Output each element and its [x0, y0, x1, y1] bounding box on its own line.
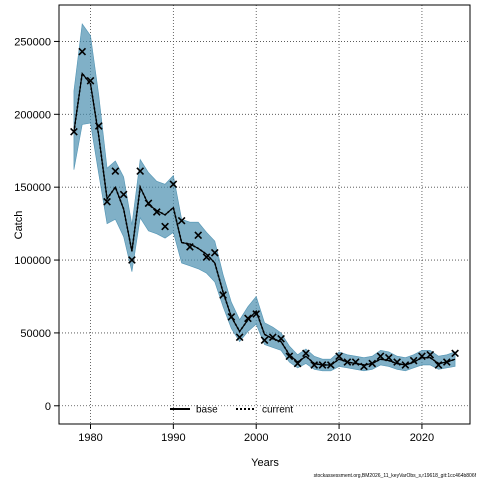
observed-point-1994	[202, 253, 211, 261]
observed-point-2023	[442, 358, 451, 366]
observed-point-2021	[426, 350, 435, 359]
observed-point-1980	[86, 76, 95, 85]
observed-point-2018	[401, 361, 410, 369]
y-axis-title: Catch	[13, 211, 25, 240]
x-tick-label-2000: 2000	[244, 432, 268, 444]
y-axis: 0 50000 100000 150000 200000 250000	[14, 36, 59, 413]
observed-point-1992	[186, 243, 194, 251]
x-tick-label-2010: 2010	[327, 432, 351, 444]
observed-point-1996	[219, 291, 227, 299]
x-axis: 1980 1990 2000 2010 2020	[78, 424, 434, 444]
observed-point-2006	[302, 349, 310, 358]
y-tick-label-100000: 100000	[14, 255, 51, 267]
observed-point-1979	[78, 47, 87, 56]
y-tick-label-250000: 250000	[14, 36, 51, 48]
observed-point-2014	[368, 359, 377, 368]
observed-point-2008	[318, 361, 327, 369]
observed-point-1978	[70, 127, 78, 136]
observed-point-1995	[210, 248, 219, 257]
observed-point-2013	[360, 362, 368, 371]
observed-markers	[70, 47, 459, 371]
observed-point-1982	[103, 197, 111, 206]
observed-point-1999	[244, 314, 252, 323]
observed-point-2019	[409, 356, 418, 365]
observed-point-1981	[94, 122, 103, 130]
observed-point-2004	[285, 352, 294, 361]
observed-point-1983	[111, 167, 120, 176]
observed-point-1986	[136, 167, 145, 176]
grid	[59, 5, 470, 424]
observed-point-2007	[310, 361, 319, 369]
y-tick-label-150000: 150000	[14, 182, 51, 194]
observed-point-2024	[451, 349, 459, 358]
band-base	[73, 23, 456, 372]
footer-note: stockassessment.org,BM2026_11_keyVarObs_…	[314, 473, 477, 479]
x-tick-label-1980: 1980	[78, 432, 102, 444]
observed-point-1998	[235, 333, 244, 342]
observed-point-1984	[119, 190, 128, 199]
observed-point-2005	[293, 359, 302, 368]
observed-point-2015	[376, 352, 385, 361]
band-current	[73, 23, 456, 372]
observed-point-2002	[268, 333, 277, 342]
observed-point-1990	[169, 180, 178, 189]
observed-point-2010	[335, 352, 343, 361]
observed-point-1993	[194, 231, 203, 240]
observed-point-1988	[152, 208, 161, 216]
line-current	[73, 71, 456, 366]
confidence-bands	[73, 23, 456, 372]
observed-point-1989	[161, 222, 169, 231]
observed-point-2011	[343, 358, 352, 366]
y-tick-label-200000: 200000	[14, 109, 51, 121]
observed-point-1987	[144, 199, 153, 208]
x-tick-label-1990: 1990	[161, 432, 185, 444]
observed-point-2003	[277, 334, 285, 343]
observed-point-1991	[177, 216, 186, 225]
observed-point-2012	[351, 358, 360, 366]
plot-frame	[58, 4, 471, 425]
legend: base current	[170, 405, 293, 416]
series-lines	[73, 71, 456, 366]
x-tick-label-2020: 2020	[410, 432, 434, 444]
observed-point-2022	[434, 361, 443, 369]
observed-point-1997	[227, 313, 236, 321]
legend-label-current: current	[262, 405, 293, 416]
y-tick-label-0: 0	[45, 401, 51, 413]
observed-point-2020	[418, 352, 426, 361]
y-tick-label-50000: 50000	[20, 328, 51, 340]
observed-point-2000	[252, 310, 261, 318]
legend-label-base: base	[196, 405, 218, 416]
observed-point-1985	[128, 256, 136, 264]
observed-point-2016	[384, 353, 393, 362]
observed-point-2017	[393, 358, 401, 366]
observed-point-2009	[326, 361, 335, 369]
observed-point-2001	[260, 336, 269, 345]
x-axis-title: Years	[251, 457, 279, 469]
